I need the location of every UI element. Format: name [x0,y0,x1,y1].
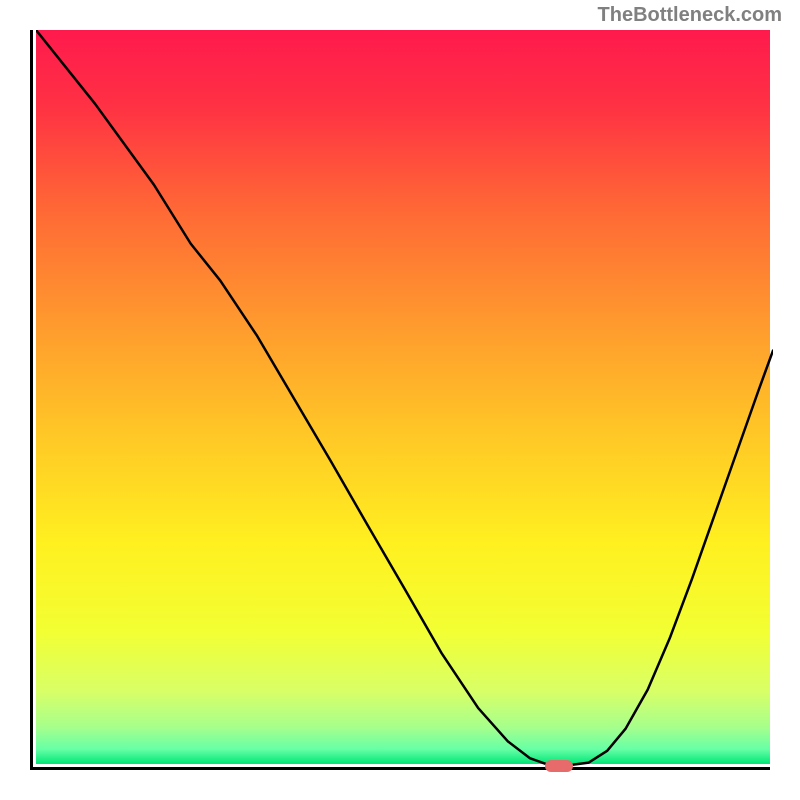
attribution-text: TheBottleneck.com [598,4,782,27]
plot-axes [30,30,770,770]
optimal-marker [545,760,573,772]
gradient-background [36,30,770,764]
bottleneck-chart [30,30,770,770]
